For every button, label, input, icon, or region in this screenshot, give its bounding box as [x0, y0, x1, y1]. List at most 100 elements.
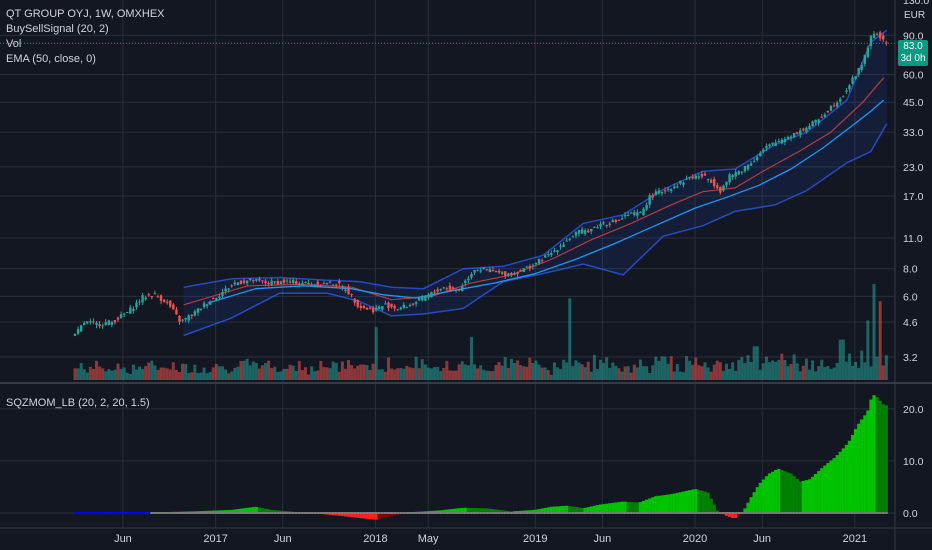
candle-body: [842, 96, 845, 98]
momentum-bar: [568, 506, 572, 513]
candle-body: [421, 296, 424, 301]
momentum-bar: [884, 405, 888, 513]
candle-body: [593, 226, 596, 228]
momentum-bar: [737, 512, 741, 516]
last-price-value: 83.0: [903, 41, 923, 52]
candle-body: [574, 232, 578, 236]
legend-volume[interactable]: Vol: [6, 38, 22, 50]
candle-body: [673, 186, 676, 189]
momentum-bar: [239, 508, 243, 513]
volume-bar: [847, 353, 851, 380]
momentum-bar: [389, 512, 394, 517]
candle-body: [559, 245, 562, 248]
volume-bar: [331, 361, 335, 380]
legend-buysellsignal[interactable]: BuySellSignal (20, 2): [6, 23, 109, 35]
candle-body: [565, 240, 568, 242]
lower-band-line: [183, 123, 888, 337]
candle-body: [107, 320, 111, 325]
candle-body: [737, 171, 741, 175]
candle-body: [516, 272, 519, 275]
volume-bar: [101, 368, 105, 380]
candle-body: [648, 195, 651, 205]
momentum-bar: [675, 492, 679, 513]
candle-body: [571, 236, 575, 238]
candle-body: [205, 304, 209, 306]
candle-body: [562, 244, 565, 247]
volume-bar: [506, 368, 510, 380]
candle-body: [777, 141, 780, 143]
volume-bar: [509, 358, 513, 380]
volume-bar: [706, 367, 710, 380]
candle-body: [749, 163, 753, 166]
volume-bar: [319, 360, 323, 380]
time-tick-label: 2018: [363, 533, 387, 545]
momentum-bar: [764, 476, 769, 513]
candle-body: [261, 280, 264, 282]
candle-body: [371, 307, 375, 313]
volume-bar: [838, 339, 842, 380]
volume-bar: [863, 362, 867, 380]
momentum-bar: [466, 507, 470, 513]
volume-bar: [254, 362, 258, 380]
momentum-bar: [552, 506, 557, 513]
momentum-bar: [540, 508, 544, 513]
candle-body: [728, 174, 731, 183]
price-tick-label: 23.0: [903, 162, 924, 174]
candle-body: [436, 289, 439, 292]
candle-body: [706, 179, 710, 181]
momentum-bar: [841, 448, 845, 513]
momentum-bar: [795, 478, 799, 513]
volume-bar: [715, 360, 719, 380]
volume-bar: [174, 369, 178, 380]
candle-body: [872, 33, 876, 39]
legend-sqzmom[interactable]: SQZMOM_LB (20, 2, 20, 1.5): [6, 397, 150, 409]
volume-bar: [374, 327, 378, 380]
momentum-bar: [663, 495, 667, 513]
candle-body: [525, 266, 528, 268]
candle-body: [159, 295, 163, 301]
candle-body: [820, 116, 823, 118]
time-tick-label: 2020: [683, 533, 707, 545]
candle-body: [338, 281, 341, 284]
momentum-bar: [525, 510, 529, 513]
volume-bar: [199, 372, 203, 380]
volume-bar: [672, 371, 676, 380]
momentum-bar: [432, 510, 437, 513]
volume-bar: [537, 364, 541, 380]
legend-symbol[interactable]: QT GROUP OYJ, 1W, OMXHEX: [6, 8, 165, 20]
volume-bar: [128, 373, 132, 380]
momentum-bar: [724, 512, 729, 516]
volume-bar: [313, 371, 317, 380]
volume-bar: [439, 370, 443, 380]
volume-bar: [442, 367, 446, 380]
volume-bar: [761, 363, 765, 380]
candle-body: [291, 279, 295, 284]
candle-body: [73, 333, 77, 336]
momentum-bar: [645, 499, 649, 513]
volume-bar: [694, 357, 698, 380]
momentum-bar: [641, 500, 646, 513]
candle-body: [335, 284, 338, 286]
volume-bar: [737, 360, 741, 380]
momentum-bar: [691, 489, 695, 513]
candle-body: [451, 287, 455, 289]
candle-body: [187, 315, 190, 321]
candle-body: [866, 47, 870, 58]
momentum-bar: [442, 509, 446, 513]
momentum-bar: [251, 507, 255, 513]
volume-bar: [675, 363, 679, 380]
candle-body: [285, 280, 289, 282]
candle-body: [713, 179, 716, 187]
volume-bar: [546, 370, 550, 380]
momentum-bar: [230, 509, 234, 513]
legend-ema[interactable]: EMA (50, close, 0): [6, 53, 96, 65]
candle-body: [202, 303, 206, 307]
candle-body: [424, 296, 427, 301]
volume-bar: [555, 367, 559, 380]
momentum-bar: [801, 480, 805, 513]
candle-body: [504, 271, 507, 276]
momentum-bar: [838, 451, 842, 513]
momentum-bar: [835, 455, 839, 513]
